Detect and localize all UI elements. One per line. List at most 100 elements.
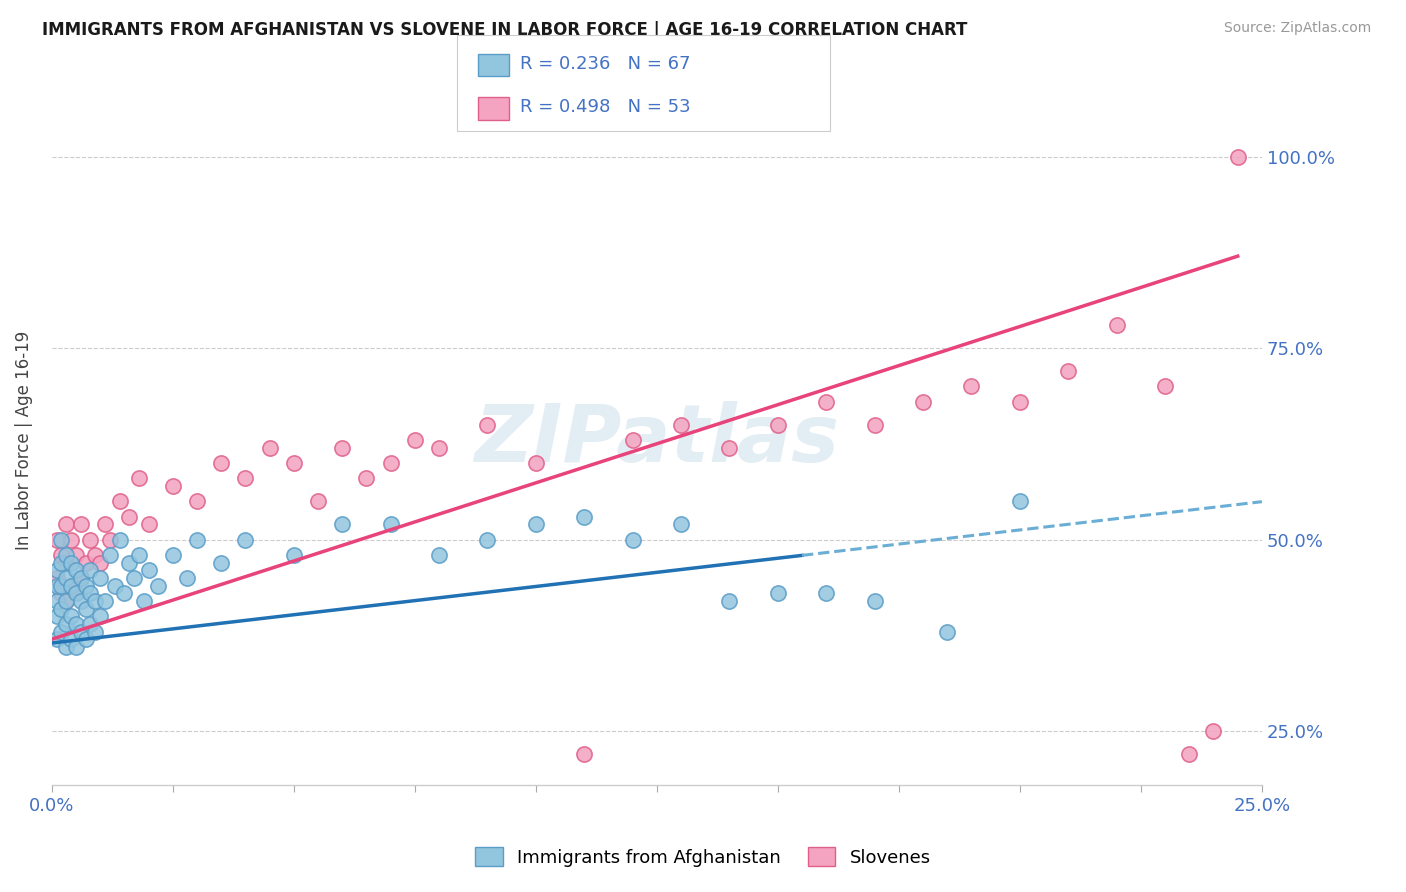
Point	[1057, 364, 1080, 378]
Point	[1008, 394, 1031, 409]
Point	[404, 433, 426, 447]
Point	[524, 517, 547, 532]
Point	[65, 616, 87, 631]
Point	[766, 586, 789, 600]
Point	[863, 594, 886, 608]
Point	[51, 548, 73, 562]
Point	[51, 624, 73, 639]
Point	[79, 563, 101, 577]
Point	[108, 533, 131, 547]
Point	[1202, 724, 1225, 739]
Point	[132, 594, 155, 608]
Point	[55, 640, 77, 654]
Point	[162, 548, 184, 562]
Point	[65, 563, 87, 577]
Point	[55, 616, 77, 631]
Point	[55, 594, 77, 608]
Point	[84, 594, 107, 608]
Point	[766, 417, 789, 432]
Point	[815, 394, 838, 409]
Point	[1105, 318, 1128, 332]
Point	[75, 632, 97, 647]
Point	[79, 533, 101, 547]
Point	[98, 548, 121, 562]
Point	[669, 517, 692, 532]
Point	[55, 556, 77, 570]
Point	[60, 578, 83, 592]
Point	[138, 563, 160, 577]
Point	[69, 624, 91, 639]
Point	[45, 632, 67, 647]
Point	[356, 471, 378, 485]
Point	[176, 571, 198, 585]
Point	[427, 548, 450, 562]
Point	[122, 571, 145, 585]
Point	[128, 471, 150, 485]
Point	[65, 586, 87, 600]
Text: Source: ZipAtlas.com: Source: ZipAtlas.com	[1223, 21, 1371, 35]
Point	[89, 609, 111, 624]
Text: R = 0.236   N = 67: R = 0.236 N = 67	[520, 54, 690, 73]
Point	[1008, 494, 1031, 508]
Point	[98, 533, 121, 547]
Point	[1178, 747, 1201, 761]
Point	[75, 601, 97, 615]
Point	[60, 578, 83, 592]
Point	[718, 441, 741, 455]
Point	[45, 563, 67, 577]
Point	[621, 433, 644, 447]
Text: IMMIGRANTS FROM AFGHANISTAN VS SLOVENE IN LABOR FORCE | AGE 16-19 CORRELATION CH: IMMIGRANTS FROM AFGHANISTAN VS SLOVENE I…	[42, 21, 967, 38]
Point	[1226, 150, 1249, 164]
Legend: Immigrants from Afghanistan, Slovenes: Immigrants from Afghanistan, Slovenes	[468, 840, 938, 874]
Point	[574, 509, 596, 524]
Point	[283, 456, 305, 470]
Point	[235, 533, 257, 547]
Point	[477, 417, 499, 432]
Point	[60, 609, 83, 624]
Point	[186, 533, 208, 547]
Point	[55, 548, 77, 562]
Point	[89, 571, 111, 585]
Point	[65, 640, 87, 654]
Point	[524, 456, 547, 470]
Point	[380, 517, 402, 532]
Point	[162, 479, 184, 493]
Point	[51, 586, 73, 600]
Point	[51, 556, 73, 570]
Y-axis label: In Labor Force | Age 16-19: In Labor Force | Age 16-19	[15, 330, 32, 549]
Point	[427, 441, 450, 455]
Point	[65, 586, 87, 600]
Point	[69, 517, 91, 532]
Point	[259, 441, 281, 455]
Point	[51, 601, 73, 615]
Point	[307, 494, 329, 508]
Point	[209, 456, 232, 470]
Point	[621, 533, 644, 547]
Point	[55, 571, 77, 585]
Point	[960, 379, 983, 393]
Point	[186, 494, 208, 508]
Point	[45, 578, 67, 592]
Point	[75, 556, 97, 570]
Point	[94, 517, 117, 532]
Point	[51, 578, 73, 592]
Point	[45, 609, 67, 624]
Point	[718, 594, 741, 608]
Point	[65, 548, 87, 562]
Point	[69, 571, 91, 585]
Text: R = 0.498   N = 53: R = 0.498 N = 53	[520, 98, 690, 117]
Point	[55, 517, 77, 532]
Point	[477, 533, 499, 547]
Point	[118, 556, 141, 570]
Point	[112, 586, 135, 600]
Point	[45, 571, 67, 585]
Point	[936, 624, 959, 639]
Point	[235, 471, 257, 485]
Point	[75, 578, 97, 592]
Point	[60, 632, 83, 647]
Point	[69, 594, 91, 608]
Point	[380, 456, 402, 470]
Point	[1154, 379, 1177, 393]
Point	[79, 616, 101, 631]
Point	[84, 624, 107, 639]
